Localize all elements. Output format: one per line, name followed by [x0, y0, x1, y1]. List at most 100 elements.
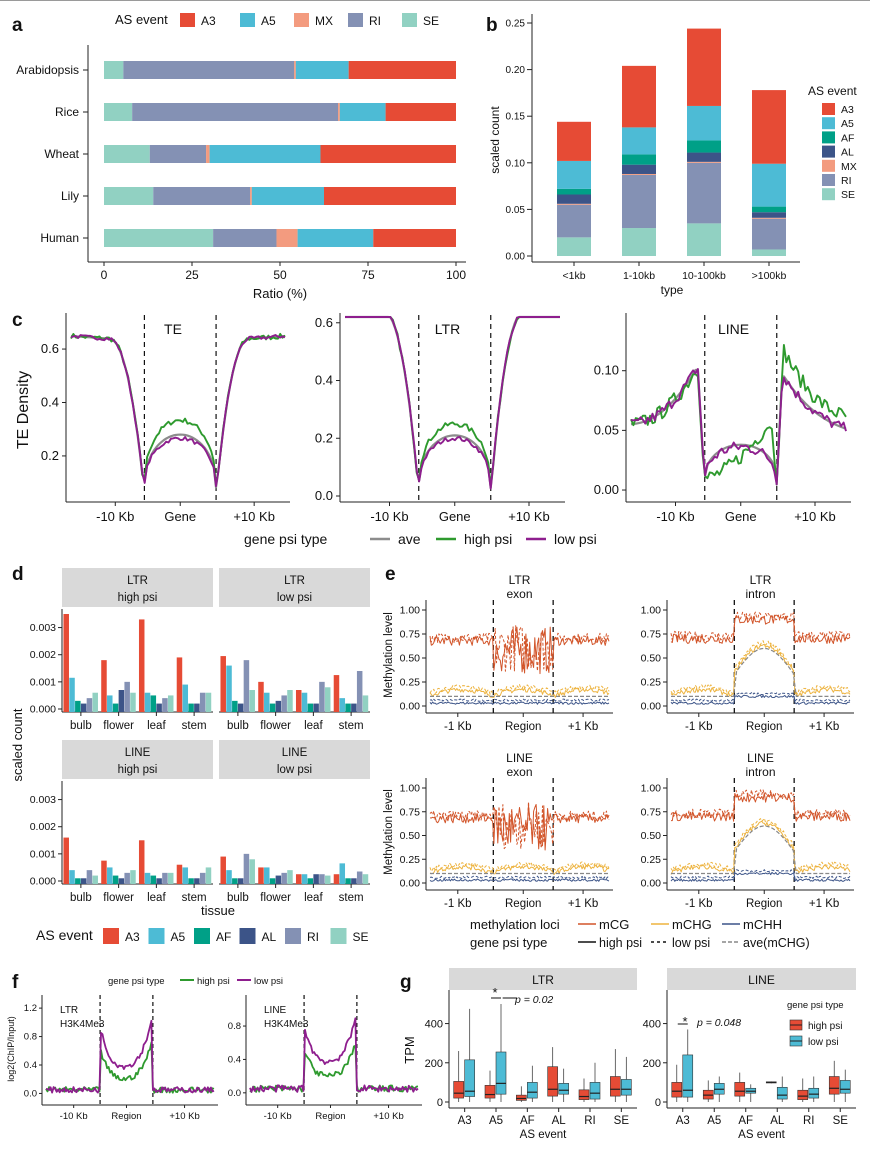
x-tick-label: AF: [738, 1115, 753, 1127]
bar-segment-Arabidopsis-SE: [104, 61, 124, 79]
y-tick-label: 0.003: [30, 622, 56, 634]
legend-title: gene psi type: [108, 976, 165, 987]
bar-segment-Wheat-A3: [320, 145, 456, 163]
bar-leaf-A3: [138, 840, 145, 884]
bar-bulb-AF: [232, 700, 238, 712]
bar-leaf-SE: [167, 872, 174, 884]
y-tick-label: 200: [425, 1058, 443, 1070]
facet-LINE: 0.00 0.05 0.10 -10 Kb Gene +10 Kb LINE: [594, 313, 851, 524]
legend-label-ave: ave: [398, 531, 421, 547]
curve-mCHG-high: [670, 643, 851, 697]
bar-leaf-AF: [150, 875, 157, 884]
bar-stem-SE: [205, 692, 212, 712]
x-tick-label: Region: [505, 721, 541, 733]
y-tick-label: 0.05: [506, 205, 526, 216]
bar-bulb-A3: [220, 856, 226, 884]
panel-letter-d: d: [12, 564, 24, 585]
legend-swatch-A3: [180, 13, 195, 27]
x-tick-label: flower: [103, 720, 134, 732]
y-tick-label: 0.75: [400, 806, 421, 818]
bar-stem-RI: [199, 692, 206, 712]
curve-mCHG-low: [429, 861, 610, 873]
curve-ave: [345, 315, 560, 489]
bar-segment-Lily-SE: [104, 187, 154, 205]
curve-mCHG-high: [670, 820, 851, 875]
x-tick-label: -10 Kb: [370, 509, 408, 524]
bar-segment-10-100kb-AL: [687, 152, 721, 162]
legend-label-RI: RI: [307, 930, 319, 944]
bar-flower-A3: [258, 867, 264, 884]
bar-segment-Human-A3: [373, 229, 456, 247]
bar-leaf-RI: [162, 872, 168, 884]
facet-strip: [667, 968, 856, 990]
legend-label-psi: low psi: [672, 936, 710, 950]
bar-segment-10-100kb-A3: [687, 28, 721, 106]
x-axis-title: AS event: [738, 1129, 785, 1141]
bar-segment-Rice-RI: [132, 103, 339, 121]
bar-bulb-RI: [243, 660, 250, 712]
x-tick-label: Gene: [164, 509, 196, 524]
curve-high: [70, 332, 286, 487]
y-tick-label: 0: [437, 1097, 443, 1109]
x-tick-label: bulb: [70, 720, 92, 732]
box-AL-low: [776, 1086, 788, 1100]
bar-flower-AF: [269, 878, 276, 884]
curve-ave: [70, 334, 286, 489]
bar-bulb-A3: [220, 656, 226, 712]
y-tick-label: 0.25: [506, 19, 526, 30]
bar-bulb-RI: [243, 853, 250, 884]
bar-bulb-SE: [249, 859, 255, 884]
x-axis-title: AS event: [520, 1129, 567, 1141]
bar-segment->100kb-A5: [752, 163, 786, 207]
bar-segment-<1kb-AF: [557, 188, 591, 195]
curve-mCHH-low: [670, 692, 851, 702]
legend-label-A5: A5: [841, 118, 854, 130]
curve-mCHH-low: [670, 869, 851, 879]
legend-swatch-MX: [294, 13, 309, 27]
y-tick-label: 1.00: [400, 783, 421, 795]
curve-mCHH-low: [429, 698, 610, 702]
bar-segment-<1kb-A3: [557, 121, 591, 161]
bar-flower-AL: [118, 690, 125, 712]
facet-title: LTR: [435, 321, 460, 337]
bar-segment-Rice-MX: [338, 103, 340, 121]
curve-high: [630, 343, 847, 486]
curve-mCHH-low: [429, 875, 610, 879]
bar-segment-Rice-SE: [104, 103, 133, 121]
bar-segment-Human-RI: [213, 229, 277, 247]
strip-label: low psi: [277, 764, 312, 776]
strip-label: high psi: [118, 764, 158, 776]
facet-strip: [62, 568, 213, 607]
curve-mCG-low: [670, 789, 851, 819]
curve-mCHG-high: [429, 687, 610, 698]
box-A3-high: [671, 1082, 683, 1098]
y-tick-label: 400: [425, 1019, 443, 1031]
box-RI-low: [589, 1082, 601, 1100]
x-tick-label: bulb: [70, 892, 92, 904]
box-AL-low: [558, 1083, 569, 1095]
facet-label: LTR: [60, 1005, 78, 1016]
legend-label-A5: A5: [261, 14, 276, 28]
bar-stem-AL: [194, 703, 200, 712]
facet-title: LINE: [506, 751, 533, 765]
legend-label-A5: A5: [171, 930, 186, 944]
legend-label-AF: AF: [216, 930, 231, 944]
bar-segment-<1kb-RI: [557, 204, 591, 238]
legend-swatch-AF: [822, 131, 835, 144]
legend-swatch-RI: [348, 13, 363, 27]
bar-segment-1-10kb-A5: [622, 127, 656, 155]
bar-segment-Lily-RI: [153, 187, 251, 205]
bar-leaf-RI: [162, 698, 168, 712]
bar-flower-AF: [112, 703, 119, 712]
strip-label: LTR: [127, 575, 148, 587]
legend-label-high: high psi: [464, 531, 512, 547]
box-RI-low: [808, 1087, 820, 1099]
box-A3-low: [682, 1054, 694, 1098]
panel-letter-b: b: [486, 15, 498, 36]
facet-strip: [219, 740, 370, 779]
x-tick-label: 25: [185, 268, 199, 282]
facet-title: LTR: [750, 573, 772, 587]
y-tick-label: 0.4: [24, 1060, 37, 1071]
y-axis-title: Methylation level: [383, 612, 395, 698]
legend-label-psi: high psi: [599, 936, 642, 950]
